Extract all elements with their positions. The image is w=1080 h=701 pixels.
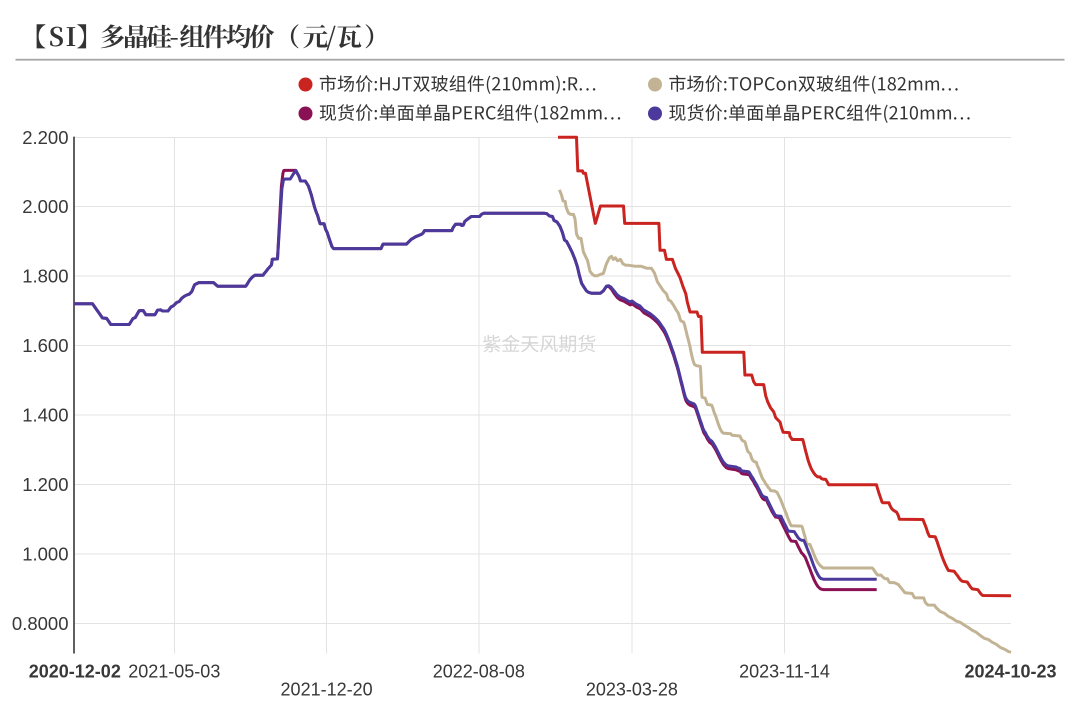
- svg-text:2021-12-20: 2021-12-20: [281, 680, 373, 700]
- svg-text:1.000: 1.000: [22, 543, 68, 564]
- svg-text:2021-05-03: 2021-05-03: [128, 661, 220, 681]
- svg-text:2.000: 2.000: [22, 196, 68, 217]
- svg-text:0.8000: 0.8000: [12, 613, 69, 634]
- svg-text:2.200: 2.200: [22, 127, 68, 148]
- svg-text:2024-10-23: 2024-10-23: [964, 661, 1056, 681]
- svg-text:2022-08-08: 2022-08-08: [433, 661, 525, 681]
- svg-text:2023-03-28: 2023-03-28: [586, 680, 678, 700]
- svg-text:1.800: 1.800: [22, 266, 68, 287]
- svg-text:1.200: 1.200: [22, 474, 68, 495]
- svg-text:1.600: 1.600: [22, 335, 68, 356]
- svg-text:2023-11-14: 2023-11-14: [739, 661, 830, 681]
- svg-text:1.400: 1.400: [22, 405, 68, 426]
- svg-text:2020-12-02: 2020-12-02: [29, 661, 121, 681]
